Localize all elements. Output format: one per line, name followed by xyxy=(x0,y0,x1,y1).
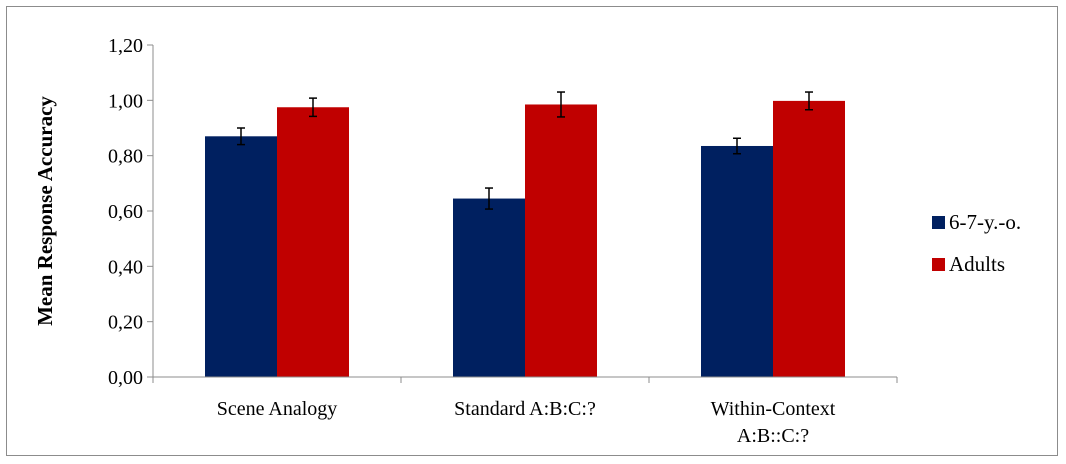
y-tick-label: 1,20 xyxy=(108,35,143,57)
bar-chart: 0,00 0,20 0,40 0,60 0,80 1,00 1,20 Scene Analo… xyxy=(33,35,1021,447)
chart-frame: 0,00 0,20 0,40 0,60 0,80 1,00 1,20 Scene Analo… xyxy=(6,6,1058,456)
y-tick-label: 0,40 xyxy=(108,256,143,278)
x-category-label: Standard A:B:C:? xyxy=(454,398,596,420)
axes xyxy=(152,45,897,378)
y-tick-label: 0,80 xyxy=(108,146,143,168)
y-tick-label: 0,60 xyxy=(108,201,143,223)
bar-adults xyxy=(277,107,349,377)
bar-adults xyxy=(773,100,845,378)
x-category-label: Scene Analogy xyxy=(217,398,338,420)
bar-children xyxy=(701,145,773,377)
x-axis-category-labels: Scene Analogy Standard A:B:C:? Within-Cont… xyxy=(152,377,898,447)
legend-label: 6-7-y.-o. xyxy=(949,210,1021,234)
legend: 6-7-y.-o. Adults xyxy=(932,210,1021,276)
bar-children xyxy=(453,198,525,377)
error-bars xyxy=(237,91,813,210)
legend-swatch xyxy=(932,258,945,271)
y-axis-title: Mean Response Accuracy xyxy=(33,96,57,326)
y-axis-ticks: 0,00 0,20 0,40 0,60 0,80 1,00 1,20 xyxy=(108,35,153,389)
bar-children xyxy=(205,136,277,377)
bars xyxy=(205,100,845,378)
y-tick-label: 1,00 xyxy=(108,90,143,112)
legend-swatch xyxy=(932,216,945,229)
bar-adults xyxy=(525,104,597,377)
legend-label: Adults xyxy=(949,252,1005,276)
y-tick-label: 0,20 xyxy=(108,312,143,334)
y-tick-label: 0,00 xyxy=(108,367,143,389)
x-category-label: Within-Context A:B::C:? xyxy=(711,398,836,447)
